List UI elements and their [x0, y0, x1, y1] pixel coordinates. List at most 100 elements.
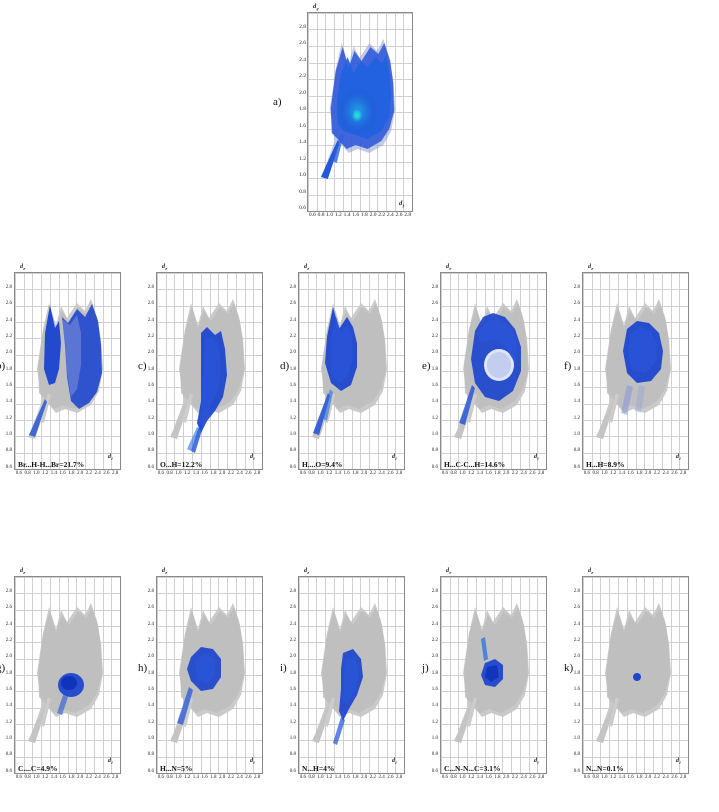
y-axis-label-b: de [20, 264, 26, 272]
y-tick-label: 2.6 [299, 40, 306, 47]
y-tick-label: 1.0 [289, 735, 296, 741]
x-tick-label: 1.0 [601, 775, 608, 780]
panel-letter-f: f) [564, 360, 572, 372]
x-tick-label: 1.2 [184, 471, 191, 476]
x-tick-label: 1.4 [50, 775, 57, 780]
x-tick-label: 1.4 [476, 775, 483, 780]
x-tick-label: 2.2 [369, 775, 376, 780]
x-tick-label: 1.8 [68, 775, 75, 780]
x-tick-label: 1.0 [317, 775, 324, 780]
x-tick-label: 0.6 [15, 471, 22, 476]
y-tick-label: 2.2 [147, 333, 154, 339]
y-axis-label-i: de [304, 568, 310, 576]
x-tick-label: 2.8 [254, 471, 261, 476]
y-tick-label: 1.8 [5, 670, 12, 676]
x-tick-label: 2.6 [103, 775, 110, 780]
x-tick-label: 1.6 [343, 471, 350, 476]
panel-letter-a: a) [273, 96, 282, 108]
y-tick-label: 2.2 [289, 637, 296, 643]
x-tick-label: 1.4 [192, 471, 199, 476]
y-tick-label: 1.6 [299, 122, 306, 129]
x-tick-label: 0.6 [157, 471, 164, 476]
panel-e: e) de di H...C-C...H=14.6% 2.8 2.6 2.4 2.2 [418, 258, 560, 490]
panel-letter-e: e) [422, 360, 431, 372]
x-tick-label: 2.2 [369, 471, 376, 476]
y-tick-label: 1.4 [289, 399, 296, 405]
y-tick-label: 2.0 [147, 654, 154, 660]
x-tick-label: 1.6 [59, 775, 66, 780]
x-tick-label: 1.6 [201, 471, 208, 476]
y-tick-label: 1.4 [299, 139, 306, 146]
x-tick-label: 0.8 [166, 471, 173, 476]
x-tick-label: 2.4 [94, 471, 101, 476]
x-tick-label: 2.2 [511, 775, 518, 780]
y-tick-label: 1.6 [5, 686, 12, 692]
x-tick-label: 2.0 [77, 471, 84, 476]
x-axis-label-c: di [250, 454, 255, 462]
y-tick-label: 2.0 [147, 350, 154, 356]
plot-area-i [298, 576, 405, 774]
y-tick-label: 2.4 [147, 621, 154, 627]
x-tick-label: 1.4 [618, 471, 625, 476]
x-tick-label: 2.8 [680, 775, 687, 780]
x-tick-label: 2.8 [538, 471, 545, 476]
y-tick-label: 1.4 [573, 399, 580, 405]
y-tick-label: 1.6 [289, 686, 296, 692]
x-axis-label-h: di [250, 758, 255, 766]
x-tick-label: 1.6 [343, 775, 350, 780]
y-tick-label: 2.6 [147, 301, 154, 307]
y-tick-label: 2.6 [431, 301, 438, 307]
panel-letter-c: c) [138, 360, 147, 372]
x-tick-label: 2.6 [671, 775, 678, 780]
fingerprint-cloud-i [299, 577, 404, 773]
x-tick-label: 1.2 [334, 212, 342, 218]
x-tick-label: 1.4 [334, 775, 341, 780]
y-tick-label: 0.8 [5, 752, 12, 758]
plot-area-j [440, 576, 547, 774]
x-tick-label: 1.4 [50, 471, 57, 476]
x-tick-label: 1.8 [210, 471, 217, 476]
x-tick-label: 1.4 [334, 471, 341, 476]
x-tick-label: 1.0 [326, 212, 334, 218]
y-tick-label: 0.8 [573, 752, 580, 758]
x-tick-label: 1.8 [352, 471, 359, 476]
y-tick-label: 1.4 [5, 703, 12, 709]
panel-letter-d: d) [280, 360, 290, 372]
y-tick-label: 1.2 [573, 719, 580, 725]
x-tick-label: 2.0 [361, 775, 368, 780]
x-tick-label: 0.6 [583, 471, 590, 476]
y-tick-label: 0.8 [147, 448, 154, 454]
x-axis-label-a: di [399, 200, 405, 210]
y-tick-label: 2.8 [5, 284, 12, 290]
x-tick-label: 2.0 [361, 471, 368, 476]
x-axis-label-b: di [108, 454, 113, 462]
x-tick-label: 2.0 [503, 775, 510, 780]
x-tick-label: 2.0 [645, 471, 652, 476]
y-tick-label: 2.8 [147, 588, 154, 594]
y-tick-label: 0.8 [147, 752, 154, 758]
y-tick-label: 1.0 [5, 431, 12, 437]
y-tick-label: 2.8 [431, 284, 438, 290]
x-tick-label: 2.0 [645, 775, 652, 780]
y-tick-label: 1.8 [299, 106, 306, 113]
x-tick-label: 2.4 [520, 775, 527, 780]
x-axis-label-f: di [676, 454, 681, 462]
contact-label-b: Br...H-H...Br=21.7% [18, 460, 85, 469]
y-tick-label: 1.6 [289, 382, 296, 388]
y-tick-label: 0.6 [431, 768, 438, 774]
x-tick-label: 1.6 [627, 471, 634, 476]
y-axis-label-k: de [588, 568, 594, 576]
x-tick-label: 2.8 [396, 775, 403, 780]
x-axis-label-d: di [392, 454, 397, 462]
x-tick-label: 2.6 [103, 471, 110, 476]
y-tick-label: 2.6 [5, 605, 12, 611]
x-tick-label: 2.4 [386, 212, 394, 218]
contact-label-j: C...N-N...C=3.1% [444, 764, 501, 773]
panel-d: d) de di H....O=9.4% 2.8 2.6 2.4 2.2 2.0 1.8 1… [276, 258, 418, 490]
y-tick-label: 1.6 [573, 382, 580, 388]
panel-letter-i: i) [280, 662, 287, 674]
y-tick-label: 2.4 [5, 621, 12, 627]
x-tick-label: 1.8 [494, 775, 501, 780]
y-tick-label: 2.8 [431, 588, 438, 594]
x-axis-label-e: di [534, 454, 539, 462]
